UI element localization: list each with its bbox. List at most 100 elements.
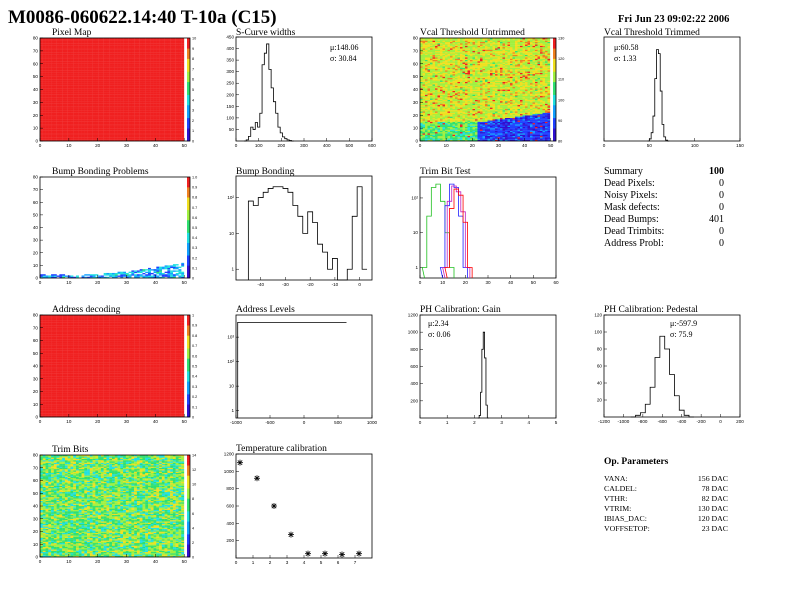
heatmap-cell	[81, 111, 85, 113]
heatmap-cell	[45, 106, 49, 108]
x-tick-label: 30	[124, 143, 130, 148]
heatmap-cell	[114, 48, 118, 50]
heatmap-cell	[84, 79, 88, 81]
heatmap-cell	[117, 54, 121, 57]
summary-key: Noisy Pixels:	[604, 190, 658, 201]
heatmap-cell	[161, 47, 165, 49]
heatmap-cell	[78, 86, 82, 89]
heatmap-cell	[123, 125, 126, 127]
heatmap-cell	[84, 50, 88, 53]
heatmap-cell	[114, 90, 118, 93]
heatmap-cell	[56, 50, 60, 53]
heatmap-cell	[89, 38, 93, 40]
heatmap-cell	[106, 61, 110, 63]
heatmap-cell	[106, 71, 110, 73]
heatmap-cell	[45, 414, 49, 416]
heatmap-cell	[164, 56, 168, 58]
heatmap-cell	[172, 115, 176, 117]
heatmap-cell	[67, 95, 71, 98]
heatmap-cell	[67, 126, 71, 129]
heatmap-cell	[112, 128, 115, 130]
heatmap-cell	[40, 334, 43, 336]
heatmap-cell	[59, 331, 63, 333]
heatmap-cell	[59, 400, 63, 402]
heatmap-cell	[161, 39, 165, 41]
heatmap-cell	[48, 394, 52, 396]
heatmap-cell	[51, 337, 54, 340]
heatmap-cell	[139, 108, 143, 111]
heatmap-cell	[89, 121, 93, 124]
heatmap-cell	[134, 111, 138, 113]
heatmap-cell	[161, 94, 165, 97]
heatmap-cell	[92, 43, 96, 45]
heatmap-cell	[125, 99, 129, 102]
heatmap-cell	[181, 110, 185, 112]
heatmap-cell	[64, 108, 68, 111]
heatmap-cell	[48, 54, 52, 57]
heatmap-cell	[164, 139, 168, 142]
heatmap-cell	[78, 111, 82, 113]
heatmap-cell	[95, 58, 99, 61]
heatmap-cell	[42, 122, 46, 125]
heatmap-cell	[95, 120, 99, 122]
heatmap-cell	[112, 104, 115, 107]
heatmap-cell	[131, 65, 135, 67]
heatmap-cell	[181, 59, 185, 62]
heatmap-cell	[120, 98, 124, 100]
heatmap-cell	[172, 57, 176, 59]
heatmap-cell	[159, 88, 162, 90]
heatmap-cell	[134, 130, 138, 133]
heatmap-cell	[156, 134, 160, 136]
heatmap-cell	[78, 49, 82, 52]
heatmap-cell	[164, 61, 168, 63]
heatmap-cell	[45, 390, 49, 392]
heatmap-cell	[103, 81, 107, 84]
heatmap-cell	[67, 98, 71, 100]
heatmap-cell	[95, 74, 99, 76]
heatmap-cell	[56, 62, 60, 64]
heatmap-cell	[51, 90, 54, 93]
heatmap-cell	[136, 129, 140, 131]
heatmap-cell	[62, 57, 66, 59]
heatmap-cell	[67, 53, 71, 55]
heatmap-cell	[42, 72, 46, 75]
heatmap-cell	[81, 98, 85, 100]
heatmap-cell	[106, 113, 110, 116]
heatmap-cell	[100, 97, 104, 99]
heatmap-cell	[42, 94, 46, 97]
heatmap-cell	[64, 52, 68, 54]
heatmap-cell	[53, 113, 57, 116]
heatmap-cell	[87, 70, 90, 72]
heatmap-cell	[142, 81, 146, 84]
heatmap-cell	[76, 97, 79, 99]
heatmap-cell	[51, 371, 54, 373]
heatmap-cell	[67, 90, 71, 93]
heatmap-cell	[175, 52, 179, 54]
heatmap-cell	[59, 357, 63, 359]
heatmap-cell	[81, 65, 85, 67]
heatmap-cell	[67, 85, 71, 88]
heatmap-cell	[48, 373, 52, 376]
heatmap-cell	[89, 102, 93, 104]
heatmap-cell	[95, 103, 99, 106]
color-scale-cell	[187, 76, 190, 80]
heatmap-cell	[81, 67, 85, 70]
heatmap-cell	[170, 126, 174, 129]
heatmap-cell	[53, 66, 57, 68]
heatmap-cell	[95, 47, 99, 49]
heatmap-cell	[92, 66, 96, 68]
heatmap-cell	[159, 107, 162, 109]
heatmap-cell	[164, 65, 168, 67]
heatmap-cell	[56, 88, 60, 90]
heatmap-cell	[95, 40, 99, 43]
heatmap-cell	[114, 62, 118, 64]
heatmap-cell	[142, 92, 146, 94]
heatmap-cell	[81, 52, 85, 54]
heatmap-cell	[120, 102, 124, 104]
heatmap-cell	[62, 70, 66, 72]
heatmap-cell	[153, 50, 157, 53]
heatmap-cell	[59, 80, 63, 82]
heatmap-cell	[84, 90, 88, 93]
heatmap-cell	[42, 86, 46, 89]
heatmap-cell	[59, 401, 63, 404]
